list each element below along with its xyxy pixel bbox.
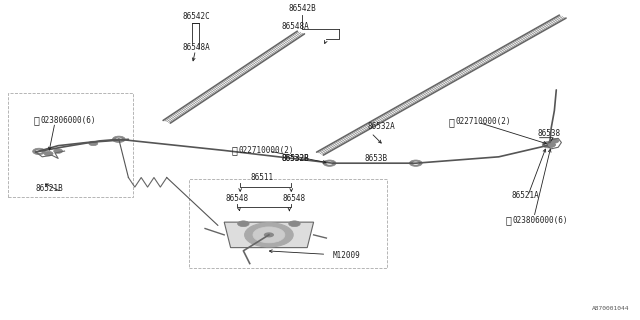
Text: A870001044: A870001044	[592, 306, 630, 311]
Circle shape	[33, 148, 45, 155]
Text: 86542C: 86542C	[182, 12, 211, 21]
Text: M12009: M12009	[333, 251, 360, 260]
Circle shape	[542, 141, 555, 148]
Text: 86548A: 86548A	[182, 43, 211, 52]
Text: Ⓝ: Ⓝ	[231, 146, 237, 156]
Circle shape	[244, 223, 293, 247]
Text: 86548: 86548	[225, 194, 248, 203]
Circle shape	[36, 150, 42, 153]
Circle shape	[550, 139, 559, 143]
Polygon shape	[224, 222, 314, 248]
Text: 86532B: 86532B	[282, 154, 309, 163]
Circle shape	[237, 221, 249, 227]
Circle shape	[264, 232, 274, 237]
Text: 022710000(2): 022710000(2)	[456, 117, 511, 126]
Text: 86548: 86548	[283, 194, 306, 203]
Circle shape	[54, 149, 63, 153]
Circle shape	[253, 227, 285, 243]
Circle shape	[413, 162, 419, 165]
Text: Ⓝ: Ⓝ	[448, 117, 454, 127]
Text: 022710000(2): 022710000(2)	[238, 146, 294, 155]
Circle shape	[89, 141, 98, 146]
Circle shape	[326, 162, 333, 165]
Circle shape	[289, 221, 300, 227]
Circle shape	[410, 160, 422, 166]
Text: 86521A: 86521A	[511, 191, 540, 200]
Text: 86511: 86511	[251, 173, 274, 182]
Bar	[189, 179, 387, 268]
Text: Ⓝ: Ⓝ	[506, 216, 511, 226]
Text: 86521B: 86521B	[36, 184, 63, 194]
Text: 86542B: 86542B	[288, 4, 316, 13]
Text: 86538: 86538	[537, 129, 560, 138]
Text: 86548A: 86548A	[282, 22, 309, 31]
Text: 86532B: 86532B	[282, 154, 309, 163]
Text: Ⓝ: Ⓝ	[33, 115, 39, 125]
Text: 023806000(6): 023806000(6)	[513, 216, 568, 225]
Text: 86532A: 86532A	[368, 122, 396, 131]
Bar	[8, 93, 133, 197]
Text: 8653B: 8653B	[365, 154, 388, 163]
Circle shape	[545, 143, 552, 146]
Circle shape	[323, 160, 336, 166]
Circle shape	[116, 138, 122, 141]
Circle shape	[44, 151, 53, 156]
Circle shape	[547, 142, 556, 147]
Text: 023806000(6): 023806000(6)	[40, 116, 96, 125]
Circle shape	[113, 136, 125, 142]
